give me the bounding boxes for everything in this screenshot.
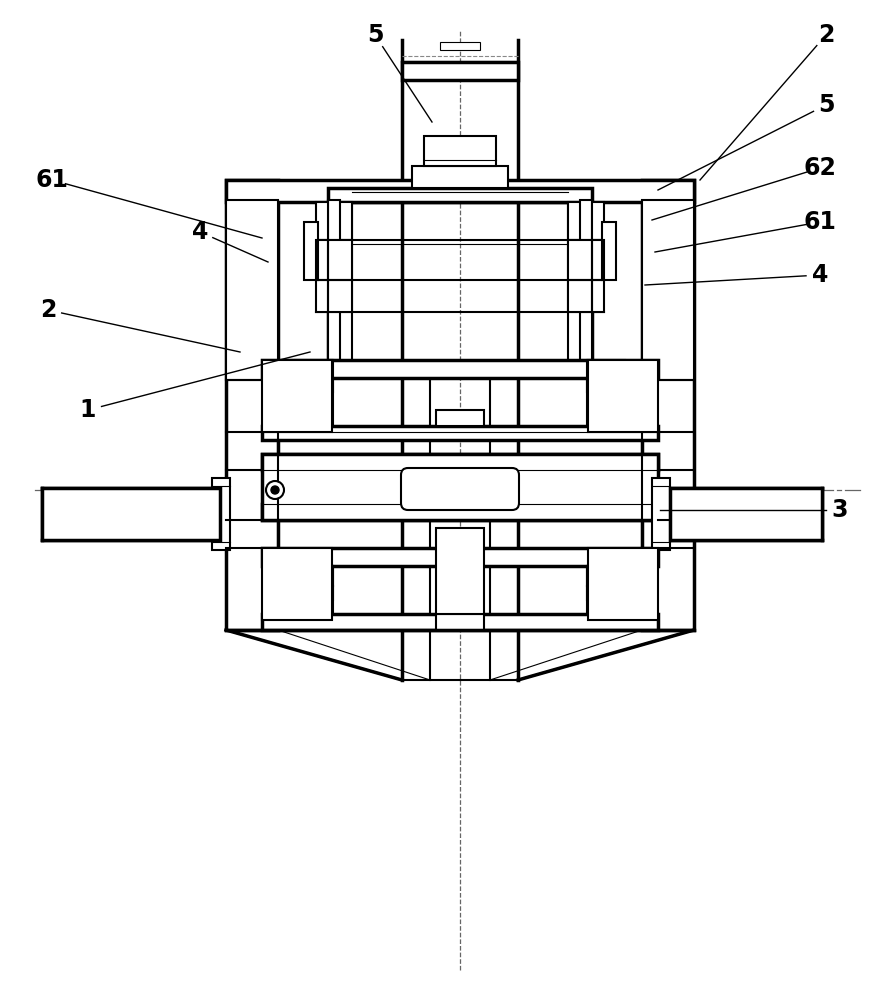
Bar xyxy=(262,360,332,432)
Bar xyxy=(588,548,658,620)
Text: 2: 2 xyxy=(818,23,834,47)
Text: 61: 61 xyxy=(36,168,69,192)
Bar xyxy=(295,566,333,586)
Bar xyxy=(328,202,352,240)
Bar xyxy=(316,240,328,280)
Text: 2: 2 xyxy=(40,298,56,322)
Bar xyxy=(412,166,508,188)
Bar xyxy=(602,222,616,280)
Bar xyxy=(262,360,658,378)
Bar xyxy=(592,240,604,280)
Bar xyxy=(580,200,592,360)
Bar xyxy=(262,454,658,470)
Bar xyxy=(568,240,592,280)
Text: 61: 61 xyxy=(804,210,837,234)
Bar xyxy=(587,566,625,586)
Circle shape xyxy=(271,486,279,494)
Bar xyxy=(328,240,352,280)
Bar xyxy=(424,136,496,166)
Bar xyxy=(316,240,328,280)
Circle shape xyxy=(266,481,284,499)
FancyBboxPatch shape xyxy=(401,468,519,510)
Bar xyxy=(588,548,658,620)
Bar xyxy=(262,614,658,630)
Bar xyxy=(308,586,333,600)
Text: 1: 1 xyxy=(79,398,96,422)
Bar xyxy=(402,62,518,80)
Bar xyxy=(592,280,604,312)
Bar xyxy=(587,360,625,378)
Bar xyxy=(592,240,604,280)
Bar xyxy=(670,488,822,540)
Bar xyxy=(602,222,616,280)
Bar xyxy=(295,360,333,378)
Bar xyxy=(262,548,332,620)
Bar xyxy=(642,200,694,380)
Bar xyxy=(262,548,332,620)
Bar xyxy=(568,280,592,312)
Bar xyxy=(226,200,278,380)
Bar xyxy=(308,378,333,392)
Bar xyxy=(304,222,318,280)
Bar xyxy=(436,614,484,630)
Bar xyxy=(568,280,592,312)
Bar xyxy=(592,202,604,240)
Bar xyxy=(436,528,484,614)
Bar xyxy=(308,566,333,620)
Text: 5: 5 xyxy=(367,23,383,47)
Bar xyxy=(568,202,592,240)
Bar xyxy=(316,202,328,240)
Bar xyxy=(588,360,658,432)
Bar xyxy=(316,280,328,312)
Bar xyxy=(226,180,694,202)
Bar xyxy=(212,478,230,550)
Bar xyxy=(226,200,278,380)
Bar xyxy=(262,504,658,520)
Bar xyxy=(588,360,658,432)
Bar xyxy=(328,188,592,202)
Bar xyxy=(308,378,333,432)
Bar xyxy=(328,280,352,312)
Bar xyxy=(226,180,278,630)
Bar xyxy=(652,478,670,550)
Bar xyxy=(42,488,220,540)
Text: 62: 62 xyxy=(804,156,837,180)
Bar xyxy=(587,378,612,432)
Bar xyxy=(587,586,612,600)
Bar xyxy=(262,426,658,440)
Bar xyxy=(592,280,604,312)
Bar xyxy=(304,222,318,280)
Bar xyxy=(328,200,340,360)
Bar xyxy=(670,488,822,540)
Bar xyxy=(262,548,658,566)
Bar xyxy=(587,566,612,620)
Text: 5: 5 xyxy=(818,93,834,117)
Bar xyxy=(262,454,658,520)
Text: 4: 4 xyxy=(192,220,208,244)
Bar xyxy=(328,280,352,312)
Bar xyxy=(642,180,694,630)
Bar xyxy=(316,280,328,312)
Bar xyxy=(42,488,220,540)
Text: 3: 3 xyxy=(831,498,848,522)
Bar xyxy=(436,410,484,426)
Bar xyxy=(642,200,694,380)
Bar xyxy=(587,378,612,392)
Bar xyxy=(568,240,592,280)
Text: 4: 4 xyxy=(812,263,828,287)
Bar xyxy=(262,360,332,432)
Bar xyxy=(328,240,352,280)
Bar xyxy=(440,42,480,50)
